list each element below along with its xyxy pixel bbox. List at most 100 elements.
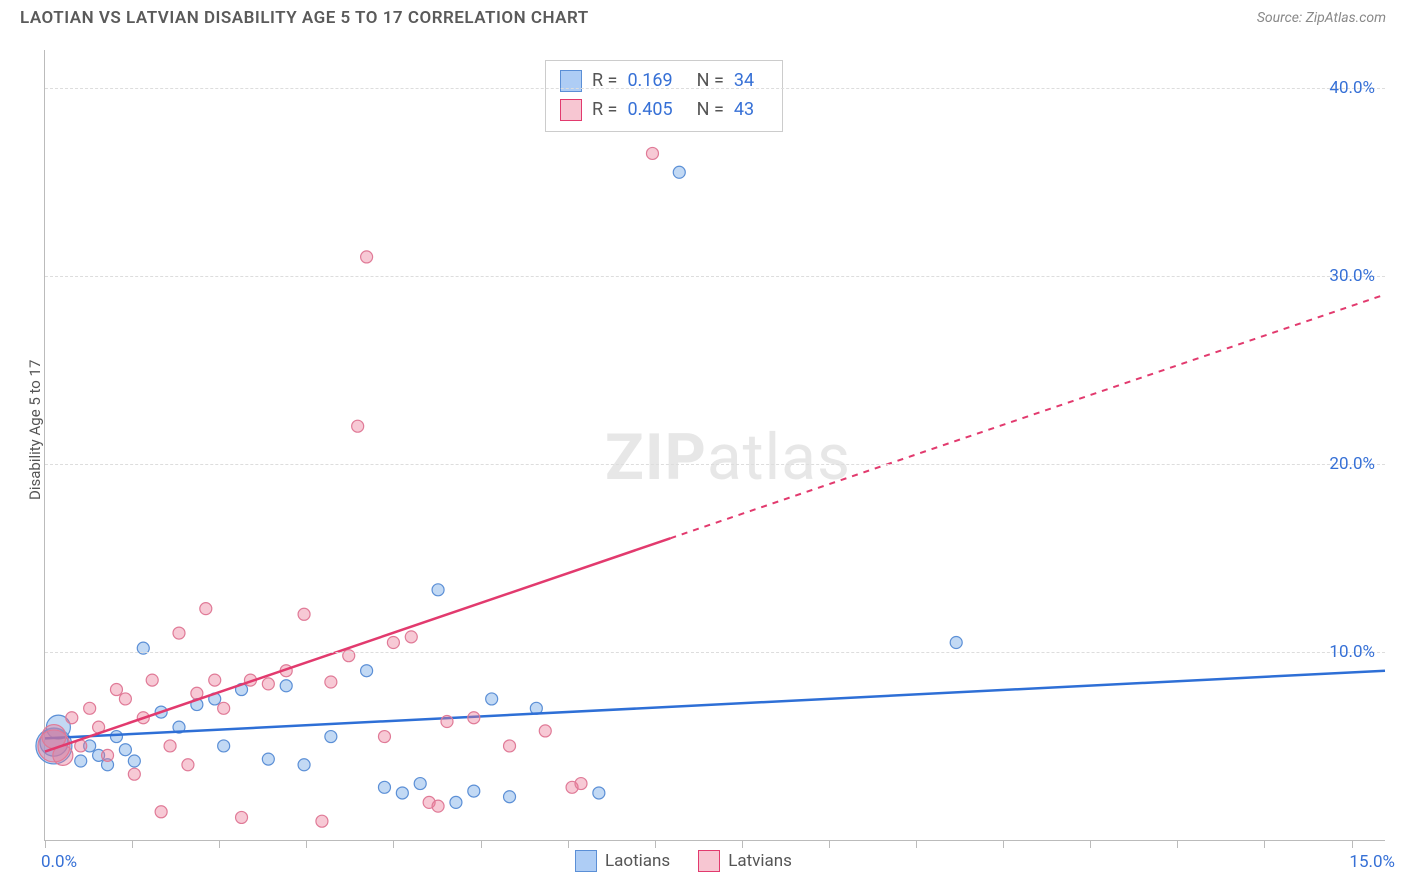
data-point (182, 759, 194, 771)
data-point (378, 731, 390, 743)
y-tick-label: 10.0% (1329, 642, 1375, 662)
data-point (414, 778, 426, 790)
stats-row-laotians: R = 0.169 N = 34 (560, 67, 768, 96)
y-tick-label: 40.0% (1329, 78, 1375, 98)
data-point (432, 584, 444, 596)
data-point (950, 637, 962, 649)
data-point (128, 755, 140, 767)
r-label: R = (592, 96, 617, 125)
data-point (316, 815, 328, 827)
x-tick (742, 840, 743, 848)
data-point (673, 166, 685, 178)
data-point (218, 740, 230, 752)
x-tick (568, 840, 569, 848)
x-tick (132, 840, 133, 848)
data-point (432, 800, 444, 812)
x-tick (306, 840, 307, 848)
data-point (468, 785, 480, 797)
x-tick (1177, 840, 1178, 848)
plot-area: ZIPatlas R = 0.169 N = 34 R = 0.405 N = … (44, 50, 1385, 841)
x-start-label: 0.0% (41, 852, 77, 872)
data-point (173, 627, 185, 639)
x-end-label: 15.0% (1349, 852, 1395, 872)
data-point (146, 674, 158, 686)
data-point (66, 712, 78, 724)
x-tick (1264, 840, 1265, 848)
stats-row-latvians: R = 0.405 N = 43 (560, 96, 768, 125)
data-point (280, 680, 292, 692)
legend-swatch-laotians (575, 850, 597, 872)
gridline (45, 276, 1385, 277)
data-point (75, 755, 87, 767)
data-point (236, 811, 248, 823)
data-point (298, 608, 310, 620)
data-point (155, 806, 167, 818)
legend-item-latvians: Latvians (698, 850, 792, 872)
swatch-latvians (560, 99, 582, 121)
y-axis-label: Disability Age 5 to 17 (26, 360, 44, 500)
data-point (646, 147, 658, 159)
x-tick (1090, 840, 1091, 848)
data-point (378, 781, 390, 793)
data-point (593, 787, 605, 799)
x-tick (219, 840, 220, 848)
data-point (396, 787, 408, 799)
data-point (361, 665, 373, 677)
data-point (361, 251, 373, 263)
data-point (504, 740, 516, 752)
data-point (325, 676, 337, 688)
data-point (405, 631, 417, 643)
legend-label-latvians: Latvians (728, 851, 792, 871)
data-point (200, 603, 212, 615)
r-value-latvians: 0.405 (627, 96, 672, 125)
data-point (325, 731, 337, 743)
data-point (262, 678, 274, 690)
data-point (468, 712, 480, 724)
n-value-laotians: 34 (734, 67, 754, 96)
x-tick (45, 840, 46, 848)
gridline (45, 652, 1385, 653)
data-point (102, 749, 114, 761)
data-point (209, 674, 221, 686)
x-tick (1352, 840, 1353, 848)
legend-label-laotians: Laotians (605, 851, 670, 871)
data-point (218, 702, 230, 714)
data-point (486, 693, 498, 705)
regression-line-dashed (670, 295, 1385, 539)
data-point (262, 753, 274, 765)
swatch-laotians (560, 70, 582, 92)
data-point (84, 702, 96, 714)
data-point (164, 740, 176, 752)
bottom-legend: Laotians Latvians (575, 850, 792, 872)
stats-legend: R = 0.169 N = 34 R = 0.405 N = 43 (545, 60, 783, 132)
x-tick (481, 840, 482, 848)
data-point (298, 759, 310, 771)
data-point (119, 693, 131, 705)
r-label: R = (592, 67, 617, 96)
data-point (119, 744, 131, 756)
legend-swatch-latvians (698, 850, 720, 872)
chart-title: LAOTIAN VS LATVIAN DISABILITY AGE 5 TO 1… (20, 8, 589, 28)
data-point (128, 768, 140, 780)
legend-item-laotians: Laotians (575, 850, 670, 872)
source-label: Source: ZipAtlas.com (1257, 10, 1386, 26)
x-tick (655, 840, 656, 848)
x-tick (829, 840, 830, 848)
data-point (441, 716, 453, 728)
data-point (539, 725, 551, 737)
y-tick-label: 20.0% (1329, 454, 1375, 474)
data-point (450, 796, 462, 808)
gridline (45, 464, 1385, 465)
x-tick (916, 840, 917, 848)
n-label: N = (697, 96, 724, 125)
scatter-plot (45, 50, 1385, 840)
x-tick (1003, 840, 1004, 848)
n-value-latvians: 43 (734, 96, 754, 125)
data-point (352, 420, 364, 432)
r-value-laotians: 0.169 (627, 67, 672, 96)
x-tick (393, 840, 394, 848)
data-point (110, 731, 122, 743)
n-label: N = (697, 67, 724, 96)
data-point (504, 791, 516, 803)
y-tick-label: 30.0% (1329, 266, 1375, 286)
